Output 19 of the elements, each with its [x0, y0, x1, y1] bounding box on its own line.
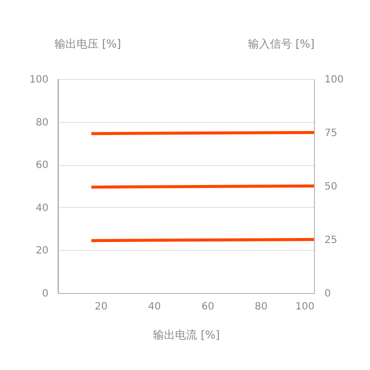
y2-tick-label: 100 — [324, 74, 344, 86]
y-tick-label: 0 — [42, 288, 48, 300]
y-tick-label: 20 — [36, 246, 48, 257]
x-tick-label: 60 — [201, 302, 214, 312]
y-tick-label: 40 — [36, 202, 48, 214]
y2-tick-label: 75 — [324, 128, 338, 139]
y2-axis-title: 输入信号 [%] — [248, 38, 314, 50]
y-tick-label: 100 — [29, 74, 48, 86]
x-tick-label: 100 — [295, 302, 314, 312]
y2-tick-label: 50 — [324, 182, 338, 192]
y-tick-label: 60 — [36, 160, 48, 172]
y-axis-title: 输出电压 [%] — [54, 38, 122, 50]
x-tick-label: 20 — [94, 302, 108, 312]
x-tick-label: 40 — [148, 302, 161, 312]
x-tick-label: 80 — [254, 302, 268, 312]
x-axis-title: 输出电流 [%] — [153, 328, 220, 342]
y2-tick-label: 0 — [324, 288, 331, 300]
y2-tick-label: 25 — [324, 235, 338, 246]
y-tick-label: 80 — [36, 117, 48, 128]
